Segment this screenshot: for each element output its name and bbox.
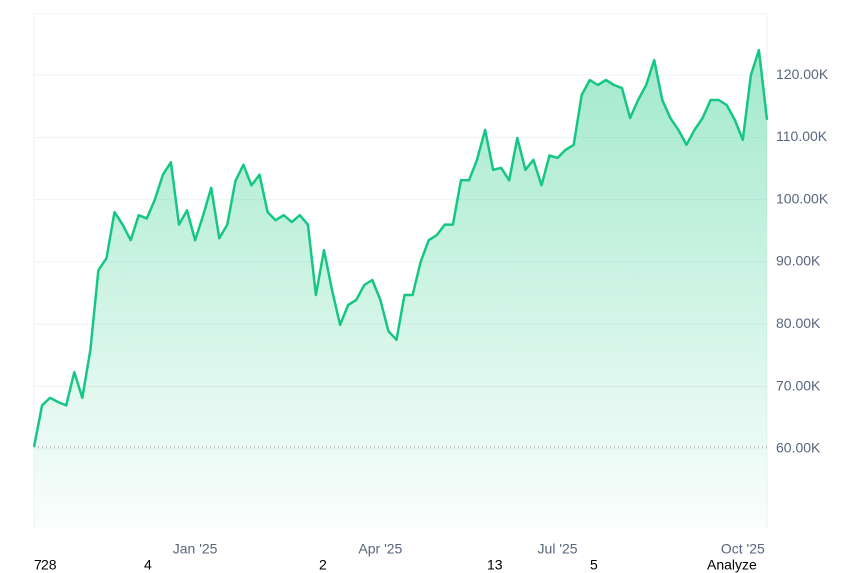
x-tick-label: Oct '25 bbox=[721, 541, 765, 557]
footer-text: 28 bbox=[41, 557, 57, 573]
x-tick-label: Apr '25 bbox=[358, 541, 402, 557]
footer-text: 2 bbox=[319, 557, 327, 573]
y-tick-label: 90.00K bbox=[776, 253, 821, 269]
y-tick-label: 70.00K bbox=[776, 377, 821, 393]
y-tick-label: 100.00K bbox=[776, 190, 829, 206]
y-tick-label: 60.00K bbox=[776, 440, 821, 456]
y-tick-label: 110.00K bbox=[776, 128, 828, 144]
x-tick-label: Jul '25 bbox=[538, 541, 578, 557]
area bbox=[34, 50, 767, 528]
price-line bbox=[32, 48, 769, 448]
footer-text: 5 bbox=[590, 557, 598, 573]
y-tick-label: 80.00K bbox=[776, 315, 821, 331]
footer-text: 4 bbox=[144, 557, 152, 573]
footer-button[interactable]: Analyze bbox=[707, 557, 757, 573]
footer-text: 13 bbox=[487, 557, 503, 573]
footer-text: 7 bbox=[34, 557, 42, 573]
y-tick-label: 120.00K bbox=[776, 66, 829, 82]
x-tick-label: Jan '25 bbox=[173, 541, 218, 557]
